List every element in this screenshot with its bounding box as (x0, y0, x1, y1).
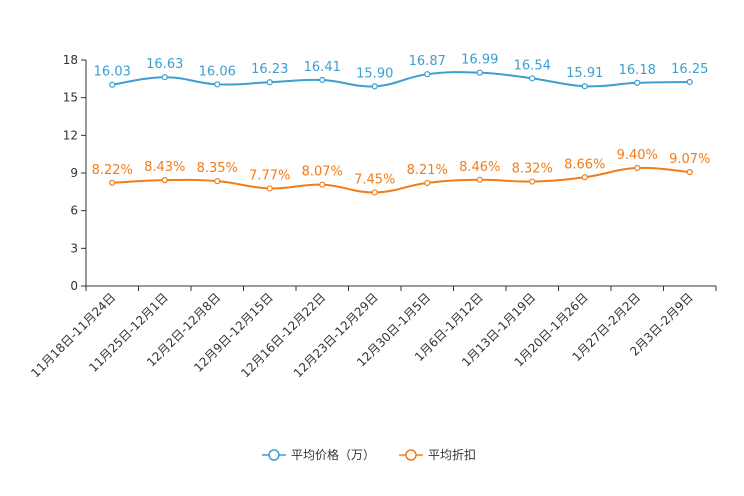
data-point (686, 169, 693, 176)
data-point (634, 79, 641, 86)
data-point (529, 75, 536, 82)
legend-marker (405, 449, 417, 461)
data-label: 16.99 (461, 53, 498, 68)
data-point (686, 78, 693, 86)
data-label: 15.91 (566, 66, 603, 81)
data-label: 16.25 (671, 62, 708, 77)
data-label: 16.87 (409, 54, 446, 69)
data-point (161, 74, 168, 81)
data-label: 8.32% (512, 162, 553, 177)
y-tick-label: 9 (70, 166, 78, 180)
legend-item-1[interactable]: 平均价格（万） (262, 447, 375, 462)
data-point (109, 179, 116, 186)
y-tick-label: 12 (63, 128, 78, 142)
data-point (319, 76, 326, 84)
data-label: 8.43% (144, 160, 185, 175)
x-tick-label: 11月18日-11月24日 (28, 290, 118, 380)
data-point (476, 176, 483, 183)
legend-label: 平均价格（万） (291, 447, 375, 462)
y-tick-label: 3 (70, 241, 78, 255)
data-point (581, 83, 588, 90)
data-labels: 16.03 16.63 16.06 16.23 16.41 15.90 16.87 16.99… (92, 53, 711, 188)
data-point (634, 164, 641, 172)
data-label: 8.66% (564, 157, 605, 172)
data-label: 16.03 (94, 65, 131, 80)
data-label: 16.18 (619, 63, 656, 78)
data-point (371, 83, 378, 90)
series-line-1 (112, 71, 690, 88)
data-label: 7.77% (249, 168, 290, 183)
data-point (424, 179, 431, 187)
data-label: 16.63 (146, 57, 183, 72)
axes: 036912151811月18日-11月24日11月25日-12月1日12月2日… (28, 53, 717, 380)
data-point (109, 81, 116, 88)
data-point (529, 178, 536, 185)
data-point (214, 178, 221, 185)
data-label: 16.41 (304, 60, 341, 75)
data-point (319, 181, 326, 188)
data-point (476, 69, 483, 76)
series-group (109, 69, 693, 196)
data-label: 16.06 (199, 64, 236, 79)
y-tick-label: 6 (70, 204, 78, 218)
data-label: 8.21% (407, 163, 448, 178)
data-label: 15.90 (356, 66, 393, 81)
data-label: 7.45% (354, 172, 395, 187)
y-tick-label: 18 (63, 53, 78, 67)
data-label: 9.40% (617, 148, 658, 163)
data-label: 8.07% (302, 165, 343, 180)
data-point (581, 174, 588, 181)
legend-item-2[interactable]: 平均折扣 (399, 447, 476, 462)
data-point (214, 81, 221, 88)
data-label: 16.54 (514, 58, 551, 73)
legend-marker (268, 449, 280, 461)
legend[interactable]: 平均价格（万） 平均折扣 (262, 447, 476, 462)
data-label: 8.35% (197, 161, 238, 176)
series-line-2 (112, 166, 690, 194)
data-point (424, 71, 431, 78)
data-point (266, 79, 273, 86)
data-point (161, 177, 168, 184)
legend-label: 平均折扣 (428, 447, 476, 462)
data-label: 16.23 (251, 62, 288, 77)
y-tick-label: 0 (70, 279, 78, 293)
data-point (266, 185, 273, 192)
y-tick-label: 15 (63, 91, 78, 105)
data-point (371, 189, 378, 196)
data-label: 8.22% (92, 163, 133, 178)
data-label: 8.46% (459, 160, 500, 175)
data-label: 9.07% (669, 152, 710, 167)
